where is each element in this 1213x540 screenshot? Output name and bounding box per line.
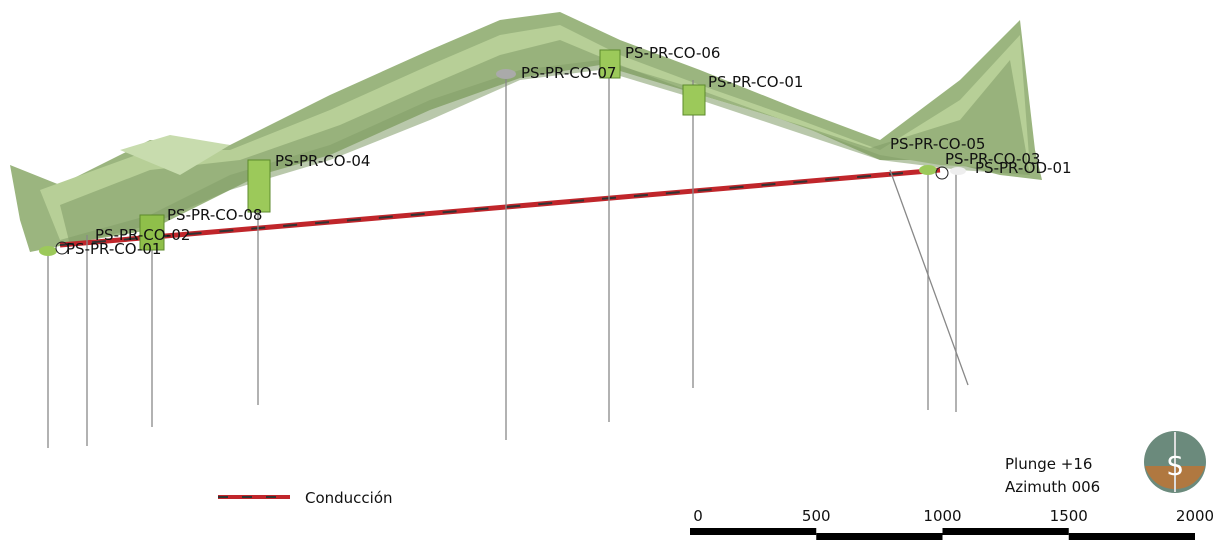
scale-label: 1000 — [923, 507, 961, 525]
legend: Conducción — [218, 489, 393, 507]
collar — [950, 167, 966, 175]
pipe — [59, 167, 941, 248]
scale-label: 0 — [693, 507, 703, 525]
collar — [919, 165, 937, 175]
plunge: Plunge +16 — [1005, 455, 1092, 473]
borehole-label: PS-PR-CO-01 — [66, 240, 161, 258]
cylinder — [599, 49, 621, 79]
terrain-layer — [60, 40, 1030, 245]
borehole-label: PS-PR-CO-03 — [945, 150, 1040, 168]
orientation: Plunge +16 Azimuth 006 S — [1005, 431, 1206, 496]
terrain — [10, 12, 1042, 252]
scale-segment — [942, 528, 1069, 535]
borehole-label: PS-PR-CO-01 — [708, 73, 803, 91]
cylinder — [247, 159, 271, 213]
borehole-label: PS-PR-CO-06 — [625, 44, 720, 62]
borehole-label: PS-PR-CO-08 — [167, 206, 262, 224]
cylinder — [682, 84, 706, 116]
scale-segment — [816, 533, 943, 540]
inclined-borehole — [889, 169, 969, 386]
scale-label: 1500 — [1050, 507, 1088, 525]
borehole-label: PS-PR-CO-04 — [275, 152, 370, 170]
terrain-highlight — [120, 135, 230, 175]
conduction-line — [59, 167, 941, 248]
marker — [55, 241, 69, 255]
borehole-label: PS-PR-OD-01 — [975, 159, 1072, 177]
scale-segment — [690, 528, 817, 535]
cylinder — [139, 214, 165, 251]
compass-letter: S — [1167, 452, 1184, 482]
borehole-label: PS-PR-CO-05 — [890, 135, 985, 153]
borehole-label: PS-PR-CO-02 — [95, 226, 190, 244]
boreholes — [39, 49, 966, 448]
collar — [496, 69, 516, 79]
scale-segment — [1068, 533, 1195, 540]
scale-bar: 0 500 1000 1500 2000 — [690, 507, 1213, 540]
scale-label: 2000 — [1176, 507, 1213, 525]
marker — [935, 166, 949, 180]
azimuth: Azimuth 006 — [1005, 478, 1100, 496]
legend-label: Conducción — [305, 489, 393, 507]
collar — [39, 246, 57, 256]
borehole-labels: PS-PR-CO-01 PS-PR-CO-02 PS-PR-CO-08 PS-P… — [66, 44, 1072, 258]
scale-label: 500 — [802, 507, 831, 525]
borehole-label: PS-PR-CO-07 — [521, 64, 616, 82]
